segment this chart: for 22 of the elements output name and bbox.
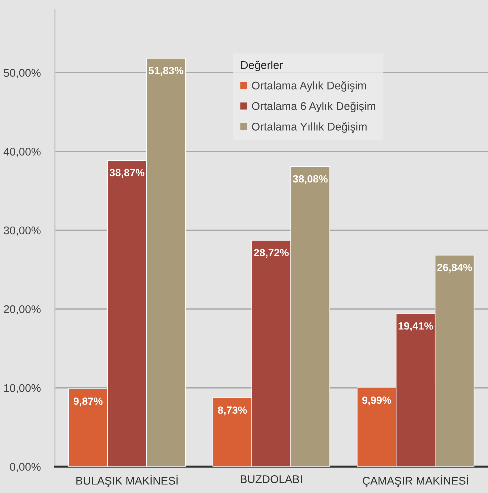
legend-label: Ortalama Yıllık Değişim	[252, 122, 367, 134]
legend-label: Ortalama 6 Aylık Değişim	[252, 102, 376, 113]
data-label: 8,73%	[218, 406, 248, 416]
y-tick-label: 30,00%	[4, 226, 41, 236]
data-label: 26,84%	[438, 264, 472, 273]
legend-label: Ortalama Aylık Değişim	[252, 81, 366, 92]
y-tick-label: 0,00%	[10, 463, 41, 472]
data-label: 9,99%	[362, 396, 392, 406]
x-tick-label: BULAŞIK MAKİNESİ	[76, 475, 178, 488]
legend-title: Değerler	[241, 60, 284, 72]
data-label: 19,41%	[398, 322, 434, 332]
data-label: 28,72%	[254, 249, 289, 258]
x-tick-label: ÇAMAŞIR MAKİNESİ	[363, 475, 468, 488]
y-tick-label: 40,00%	[4, 148, 41, 158]
data-label: 9,87%	[74, 398, 103, 407]
data-label: 38,08%	[293, 175, 328, 184]
x-tick-label: BUZDOLABI	[240, 476, 302, 484]
y-tick-label: 10,00%	[4, 384, 41, 394]
data-label: 38,87%	[110, 169, 145, 178]
y-tick-label: 20,00%	[4, 306, 41, 315]
data-label: 51,83%	[148, 67, 184, 76]
y-tick-label: 50,00%	[4, 69, 41, 78]
